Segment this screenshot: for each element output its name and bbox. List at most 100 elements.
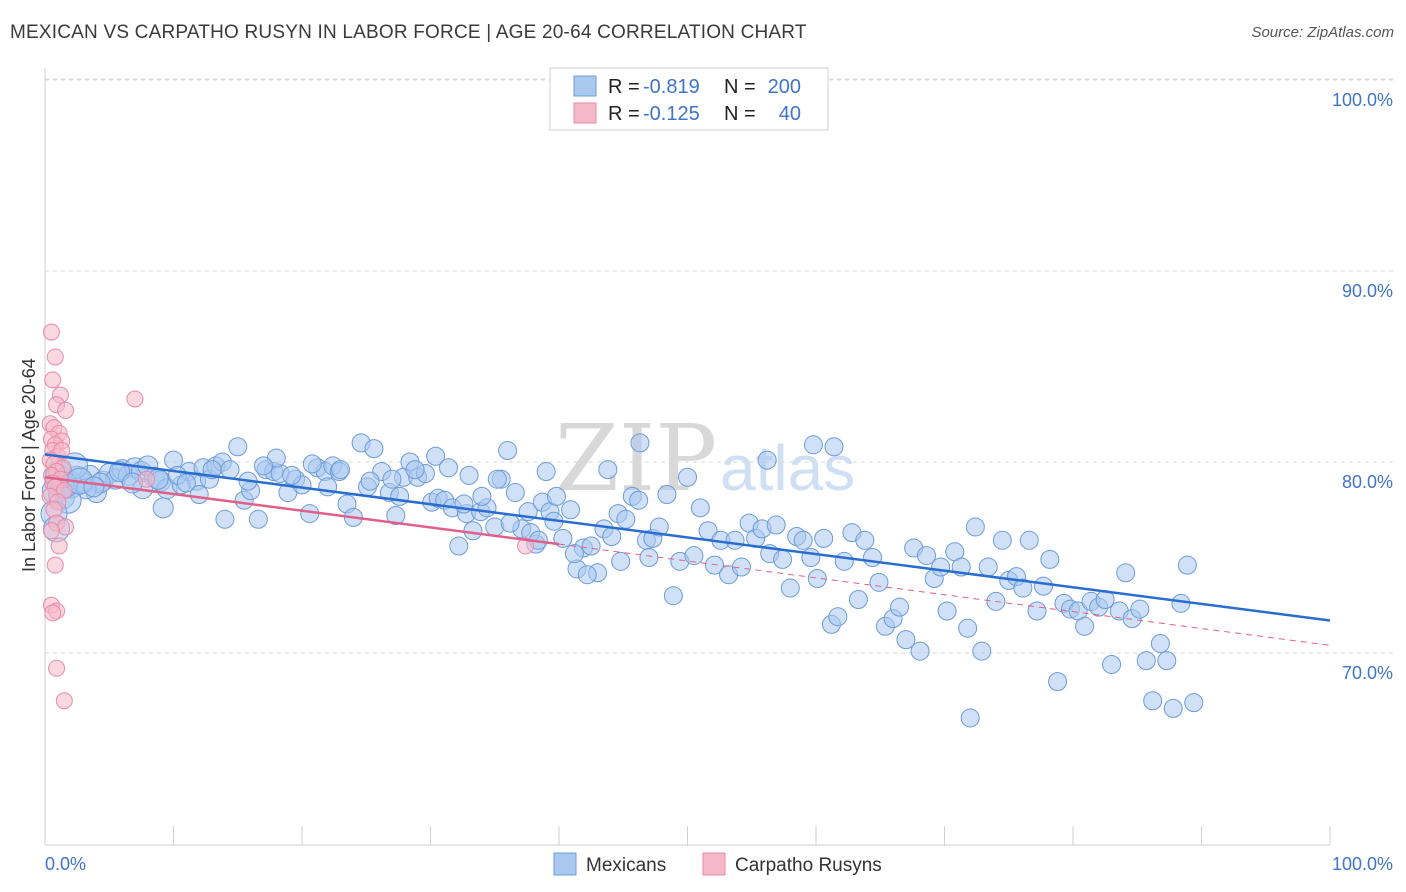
legend-n-value-1: 200 xyxy=(768,76,801,98)
legend-bottom-swatch-carpatho xyxy=(702,852,726,876)
legend-r-label-2: R = xyxy=(608,103,640,125)
carpatho-point xyxy=(46,348,64,366)
mexicans-point xyxy=(965,517,985,537)
legend-n-label-2: N = xyxy=(724,103,756,125)
mexicans-point xyxy=(561,500,581,520)
carpatho-point xyxy=(57,401,75,419)
mexicans-point xyxy=(1163,698,1183,718)
mexicans-point xyxy=(663,586,683,606)
carpatho-point xyxy=(53,442,71,460)
mexicans-point xyxy=(253,456,273,476)
mexicans-point xyxy=(176,473,196,493)
mexicans-point xyxy=(960,708,980,728)
mexicans-point xyxy=(773,549,793,569)
legend-bottom: Mexicans Carpatho Rusyns xyxy=(553,852,882,876)
mexicans-point xyxy=(318,477,338,497)
mexicans-point xyxy=(1013,578,1033,598)
mexicans-point xyxy=(1171,593,1191,613)
mexicans-point xyxy=(1027,601,1047,621)
x-tick-label: 0.0% xyxy=(45,854,86,874)
mexicans-point xyxy=(834,551,854,571)
mexicans-point xyxy=(405,460,425,480)
mexicans-point xyxy=(564,544,584,564)
mexicans-point xyxy=(505,483,525,503)
mexicans-point xyxy=(616,509,636,529)
mexicans-point xyxy=(780,578,800,598)
mexicans-point xyxy=(814,528,834,548)
mexicans-point xyxy=(630,433,650,453)
mexicans-point xyxy=(426,446,446,466)
mexicans-point xyxy=(1040,549,1060,569)
mexicans-point xyxy=(766,515,786,535)
points-layer xyxy=(40,323,1204,728)
mexicans-point xyxy=(1102,654,1122,674)
mexicans-point xyxy=(1075,616,1095,636)
carpatho-point xyxy=(126,390,144,408)
legend-swatch-carpatho xyxy=(573,102,597,124)
mexicans-point xyxy=(958,618,978,638)
legend-top: R = -0.819 N = 200 R = -0.125 N = 40 xyxy=(549,67,829,131)
mexicans-point xyxy=(639,548,659,567)
x-tick-label: 100.0% xyxy=(1332,854,1393,874)
mexicans-point xyxy=(472,486,492,506)
axes-layer: 70.0% 80.0% 90.0% 100.0% 0.0% 100.0% xyxy=(44,68,1393,874)
mexicans-point xyxy=(1019,530,1039,550)
mexicans-point xyxy=(931,557,951,577)
y-tick-label: 80.0% xyxy=(1342,472,1393,492)
mexicans-point xyxy=(1033,576,1053,596)
mexicans-point xyxy=(731,557,751,577)
mexicans-point xyxy=(1184,693,1204,713)
mexicans-point xyxy=(449,536,469,556)
legend-r-label-1: R = xyxy=(608,76,640,98)
mexicans-point xyxy=(803,435,823,455)
mexicans-point xyxy=(678,467,697,487)
carpatho-trend-line xyxy=(44,476,560,546)
mexicans-point xyxy=(725,530,745,550)
mexicans-point xyxy=(657,484,677,504)
mexicans-point xyxy=(438,458,458,478)
mexicans-point xyxy=(282,465,302,485)
mexicans-point xyxy=(978,557,998,577)
mexicans-point xyxy=(228,437,248,457)
mexicans-point xyxy=(498,441,518,461)
mexicans-point xyxy=(896,630,916,650)
mexicans-point xyxy=(598,460,618,480)
mexicans-point xyxy=(500,513,520,533)
carpatho-point xyxy=(55,692,73,710)
mexicans-point xyxy=(890,597,910,617)
mexicans-point xyxy=(459,465,479,485)
legend-n-value-2: 40 xyxy=(779,103,801,125)
mexicans-point xyxy=(848,590,868,610)
mexicans-point xyxy=(360,471,380,491)
mexicans-point xyxy=(581,536,601,556)
mexicans-point xyxy=(1130,599,1150,619)
mexicans-trend-line xyxy=(44,453,1331,622)
mexicans-point xyxy=(602,526,622,546)
carpatho-point xyxy=(50,537,68,555)
mexicans-point xyxy=(364,439,384,459)
mexicans-point xyxy=(215,509,235,529)
mexicans-point xyxy=(463,521,483,541)
mexicans-point xyxy=(917,546,937,566)
mexicans-point xyxy=(1150,633,1170,653)
mexicans-point xyxy=(704,555,724,575)
mexicans-point xyxy=(220,460,240,480)
y-tick-label: 90.0% xyxy=(1342,281,1393,301)
legend-bottom-label-mexicans: Mexicans xyxy=(586,855,666,876)
mexicans-point xyxy=(910,641,930,661)
mexicans-point xyxy=(972,641,992,661)
legend-r-value-1: -0.819 xyxy=(643,76,700,98)
legend-swatch-mexicans xyxy=(573,75,597,97)
mexicans-point xyxy=(855,530,875,550)
carpatho-point xyxy=(138,470,156,488)
mexicans-point xyxy=(577,565,597,585)
carpatho-point xyxy=(42,522,60,540)
mexicans-point xyxy=(1143,691,1163,711)
carpatho-point xyxy=(517,537,535,555)
mexicans-point xyxy=(684,546,704,566)
mexicans-point xyxy=(536,462,556,482)
mexicans-point xyxy=(152,497,174,519)
mexicans-point xyxy=(248,509,268,529)
legend-bottom-label-carpatho: Carpatho Rusyns xyxy=(735,855,882,876)
